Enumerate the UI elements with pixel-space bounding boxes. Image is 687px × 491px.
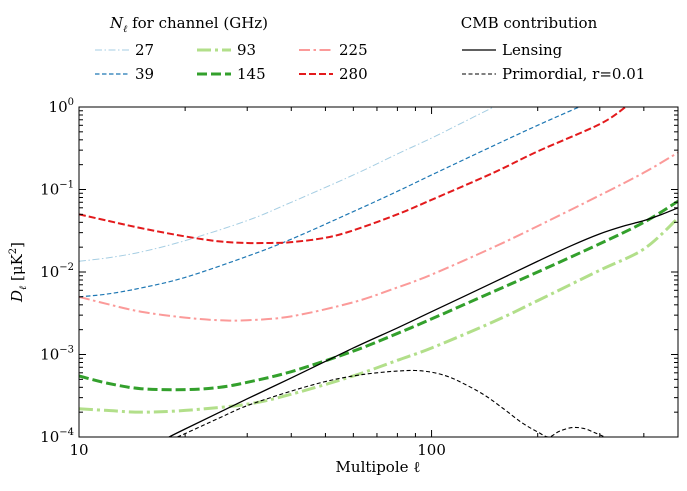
series-line-lensing (168, 207, 678, 437)
series-line-primordial-r-0-01 (177, 369, 606, 437)
legend-cmb: CMB contribution Lensing Primordial, r=0.… (461, 14, 646, 83)
y-tick-label: 100 (49, 97, 74, 116)
legend-noise-title: Nℓ for channel (GHz) (109, 14, 268, 35)
y-axis-label: Dℓ [μK2] (8, 242, 29, 303)
legend-label-39: 39 (135, 65, 154, 83)
x-tick-label: 10 (69, 441, 88, 459)
legend-label-93: 93 (237, 41, 256, 59)
legend-noise: Nℓ for channel (GHz) 27 39 93 145 225 280 (95, 14, 368, 83)
series-layer (79, 107, 678, 437)
legend-label-145: 145 (237, 65, 266, 83)
series-line-280 (79, 107, 627, 245)
series-line-39 (79, 107, 580, 298)
legend-label-lensing: Lensing (502, 41, 563, 59)
series-line-27 (79, 107, 494, 262)
y-tick-label: 10−2 (40, 262, 74, 281)
y-tick-label: 10−1 (40, 180, 74, 199)
ticks-layer: 10 100 10−4 10−3 10−2 10−1 100 (40, 97, 679, 459)
series-line-145 (79, 199, 678, 392)
legend-label-primordial-r-0-01: Primordial, r=0.01 (502, 65, 645, 83)
legend-cmb-title: CMB contribution (461, 14, 598, 32)
y-tick-label: 10−4 (40, 427, 74, 446)
series-line-93 (79, 216, 678, 414)
series-line-225 (79, 151, 678, 322)
y-tick-label: 10−3 (40, 345, 74, 364)
legend-label-280: 280 (339, 65, 368, 83)
legend-label-27: 27 (135, 41, 154, 59)
axes-frame (78, 106, 679, 438)
x-axis-label: Multipole ℓ (336, 458, 421, 476)
x-tick-label: 100 (417, 441, 446, 459)
legend-label-225: 225 (339, 41, 368, 59)
